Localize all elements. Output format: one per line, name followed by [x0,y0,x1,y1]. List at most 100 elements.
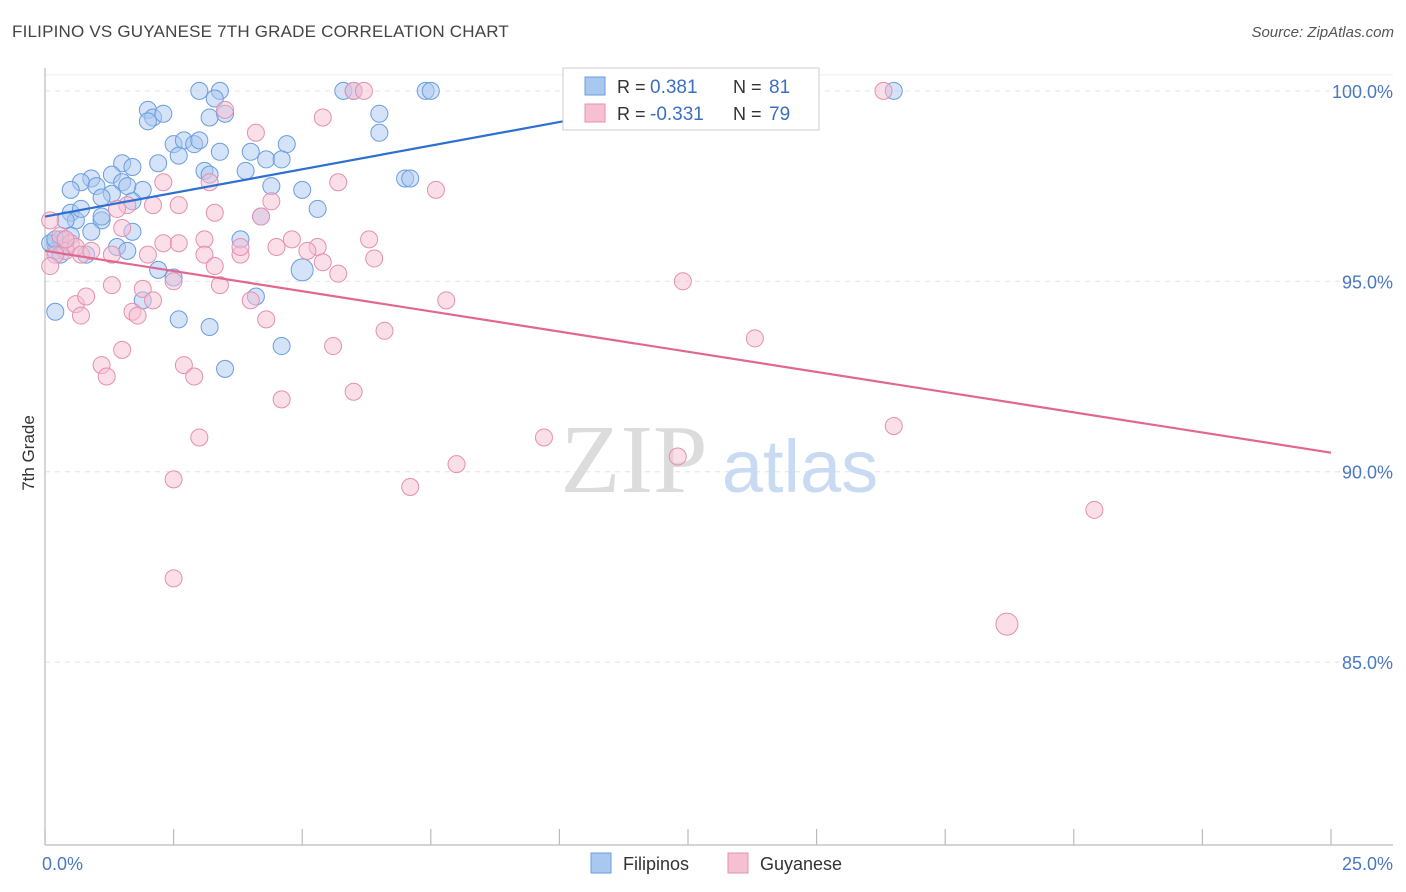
guyanese-point [164,272,183,291]
guyanese-point [113,340,132,359]
guyanese-point [267,238,286,257]
guyanese-point [344,382,363,401]
guyanese-point [329,264,348,283]
guyanese-point [272,390,291,409]
filipinos-point [169,146,188,165]
guyanese-point [426,180,445,199]
guyanese-point [447,455,466,474]
filipinos-point [370,104,389,123]
filipinos-point [210,142,229,161]
filipinos-point [401,169,420,188]
guyanese-point [216,100,235,119]
guyanese-point [164,470,183,489]
filipinos-point [370,123,389,142]
filipinos-point [200,318,219,336]
filipinos-point [138,112,157,131]
guyanese-point [329,173,348,192]
guyanese-point [97,367,116,386]
legend-n-label: N = [733,104,762,124]
guyanese-point [354,81,373,100]
filipinos-point [293,180,312,199]
guyanese-trend-line [44,249,1332,454]
guyanese-point [164,569,183,588]
filipinos-point [205,89,224,108]
y-tick-label: 100.0% [1332,82,1393,102]
guyanese-legend-swatch-bottom [727,852,749,874]
guyanese-point [128,306,147,325]
filipinos-point [272,150,291,169]
filipinos-point [46,302,65,321]
guyanese-point [437,291,456,310]
guyanese-legend-swatch [584,103,606,123]
guyanese-point [174,356,193,375]
filipinos-point [169,310,188,329]
y-tick-label: 90.0% [1342,463,1393,483]
guyanese-point [154,173,173,192]
guyanese-legend-label: Guyanese [760,854,842,874]
filipinos-point [118,177,137,196]
filipinos-point [257,150,276,169]
filipinos-point [190,131,209,150]
legend-n-label: N = [733,77,762,97]
filipinos-point [92,207,111,226]
guyanese-point [241,291,260,310]
data-points [41,81,1104,636]
filipinos-point [216,359,235,378]
guyanese-point [257,310,276,329]
guyanese-point [210,276,229,295]
guyanese-point [56,230,75,249]
filipinos-legend-swatch-bottom [590,852,612,874]
guyanese-point [102,245,121,264]
trend-lines [44,85,1332,454]
filipinos-point [149,154,168,173]
guyanese-point [375,321,394,340]
zipatlas-watermark: ZIP atlas [561,406,879,514]
guyanese-point [231,238,250,257]
guyanese-point [102,276,121,295]
guyanese-point [313,253,332,272]
guyanese-point [360,230,379,249]
guyanese-point [298,241,317,260]
guyanese-point [72,306,91,325]
filipinos-point [262,177,281,196]
filipinos-point [272,337,291,356]
filipinos-legend-label: Filipinos [623,854,689,874]
guyanese-point [144,291,163,310]
guyanese-point [874,81,893,100]
watermark-atlas: atlas [722,425,878,508]
filipinos-legend-swatch [584,76,606,96]
guyanese-point [195,245,214,264]
chart-title: FILIPINO VS GUYANESE 7TH GRADE CORRELATI… [12,22,510,41]
x-tick-label: 0.0% [42,854,83,874]
guyanese-point [995,612,1019,636]
filipinos-point [290,258,314,282]
legend-n-value: 81 [769,77,790,98]
filipinos-point [118,241,137,260]
legend-series: Filipinos Guyanese [590,852,842,874]
filipinos-point [236,161,255,180]
guyanese-point [252,207,271,226]
legend-box [562,67,820,131]
legend-r-value: 0.381 [650,77,698,98]
guyanese-point [41,257,60,276]
guyanese-point [1085,500,1104,519]
guyanese-point [133,279,152,298]
guyanese-point [144,196,163,215]
guyanese-point [534,428,553,447]
filipinos-point [190,81,209,100]
guyanese-point [205,257,224,276]
guyanese-point [169,196,188,215]
filipinos-point [82,222,101,241]
guyanese-point [884,417,903,436]
guyanese-point [324,337,343,356]
filipinos-point [123,158,142,177]
filipinos-point [308,199,327,218]
legend-r-value: -0.331 [650,104,704,125]
filipinos-point [200,108,219,127]
filipinos-point [154,104,173,123]
guyanese-point [673,272,692,291]
guyanese-point [282,230,301,249]
legend-r-label: R = [617,104,646,124]
guyanese-point [113,218,132,237]
